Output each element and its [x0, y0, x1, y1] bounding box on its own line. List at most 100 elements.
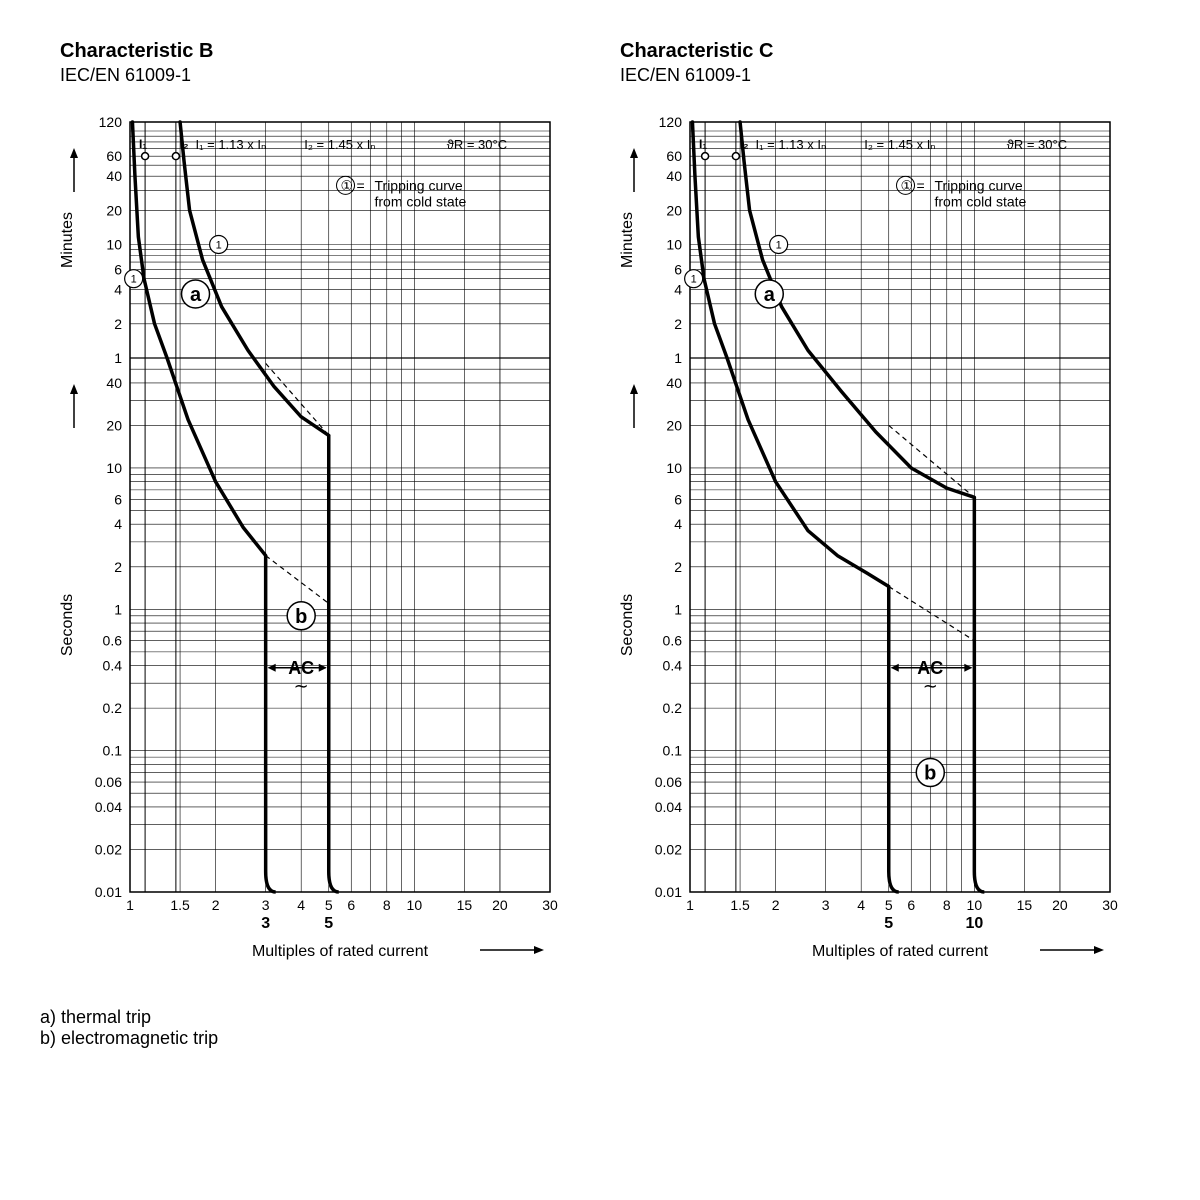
svg-text:30: 30 [542, 897, 558, 913]
svg-text:1: 1 [776, 239, 782, 251]
svg-text:0.06: 0.06 [95, 774, 122, 790]
svg-text:4: 4 [114, 516, 122, 532]
chart-b-subtitle: IEC/EN 61009-1 [60, 65, 580, 86]
svg-text:6: 6 [347, 897, 355, 913]
svg-text:20: 20 [492, 897, 508, 913]
charts-row: Characteristic B IEC/EN 61009-1 1 1.5 2 3 4 5… [40, 40, 1160, 977]
svg-text:4: 4 [857, 897, 865, 913]
svg-text:Tripping curve: Tripping curve [935, 177, 1023, 193]
svg-text:15: 15 [457, 897, 473, 913]
svg-text:0.2: 0.2 [103, 700, 123, 716]
svg-text:40: 40 [666, 168, 682, 184]
svg-text:0.04: 0.04 [95, 799, 122, 815]
svg-text:120: 120 [99, 114, 123, 130]
svg-text:①: ① [901, 177, 914, 193]
svg-text:10: 10 [106, 236, 122, 252]
svg-text:=: = [917, 177, 925, 193]
svg-text:4: 4 [297, 897, 305, 913]
svg-text:4: 4 [674, 282, 682, 298]
chart-c-subtitle: IEC/EN 61009-1 [620, 65, 1140, 86]
svg-text:b: b [295, 606, 307, 628]
svg-text:8: 8 [383, 897, 391, 913]
chart-b-title: Characteristic B [60, 40, 580, 63]
svg-text:10: 10 [106, 460, 122, 476]
svg-text:5: 5 [325, 897, 333, 913]
svg-text:from cold state: from cold state [375, 193, 467, 209]
svg-text:1: 1 [674, 350, 682, 366]
svg-text:∼: ∼ [294, 676, 309, 696]
svg-text:6: 6 [674, 262, 682, 278]
svg-text:5: 5 [884, 915, 893, 932]
svg-text:3: 3 [822, 897, 830, 913]
svg-text:1.5: 1.5 [730, 897, 750, 913]
svg-text:I₁ = 1.13 x Iₙ: I₁ = 1.13 x Iₙ [196, 137, 267, 152]
svg-text:Multiples of rated current: Multiples of rated current [252, 943, 429, 960]
svg-text:Minutes: Minutes [620, 212, 636, 268]
svg-text:5: 5 [324, 915, 333, 932]
svg-text:2: 2 [772, 897, 780, 913]
svg-text:b: b [924, 763, 936, 785]
svg-text:Minutes: Minutes [60, 212, 76, 268]
svg-text:Multiples of rated current: Multiples of rated current [812, 943, 989, 960]
svg-text:I₁: I₁ [699, 137, 707, 151]
svg-text:I₂ = 1.45 x Iₙ: I₂ = 1.45 x Iₙ [304, 137, 375, 152]
svg-text:a: a [764, 284, 776, 306]
svg-text:=: = [357, 177, 365, 193]
svg-text:30: 30 [1102, 897, 1118, 913]
svg-text:1: 1 [691, 274, 697, 286]
svg-text:1.5: 1.5 [170, 897, 190, 913]
svg-text:40: 40 [106, 168, 122, 184]
svg-text:1: 1 [686, 897, 694, 913]
svg-text:10: 10 [666, 460, 682, 476]
svg-text:0.06: 0.06 [655, 774, 682, 790]
svg-text:∼: ∼ [923, 676, 938, 696]
svg-text:20: 20 [1052, 897, 1068, 913]
svg-text:I₁ = 1.13 x Iₙ: I₁ = 1.13 x Iₙ [756, 137, 827, 152]
svg-text:0.6: 0.6 [103, 633, 123, 649]
svg-text:2: 2 [212, 897, 220, 913]
svg-text:20: 20 [666, 417, 682, 433]
svg-text:0.1: 0.1 [103, 743, 123, 759]
footer-notes: a) thermal trip b) electromagnetic trip [40, 1007, 1160, 1049]
svg-text:Seconds: Seconds [620, 594, 636, 656]
svg-text:15: 15 [1017, 897, 1033, 913]
svg-text:4: 4 [674, 516, 682, 532]
svg-text:1: 1 [131, 274, 137, 286]
svg-text:2: 2 [674, 316, 682, 332]
svg-text:0.01: 0.01 [655, 884, 682, 900]
chart-b-svg: 11.523456810152030350.010.020.040.060.10… [60, 92, 580, 972]
chart-c-svg: 11.5234568101520305100.010.020.040.060.1… [620, 92, 1140, 972]
svg-text:I₂ = 1.45 x Iₙ: I₂ = 1.45 x Iₙ [864, 137, 935, 152]
svg-text:2: 2 [114, 316, 122, 332]
svg-text:1: 1 [216, 239, 222, 251]
svg-text:10: 10 [407, 897, 423, 913]
svg-text:1: 1 [126, 897, 134, 913]
svg-text:2: 2 [114, 559, 122, 575]
svg-text:10: 10 [666, 236, 682, 252]
svg-text:0.2: 0.2 [663, 700, 683, 716]
svg-text:6: 6 [114, 262, 122, 278]
svg-text:40: 40 [106, 375, 122, 391]
footer-b: b) electromagnetic trip [40, 1028, 1160, 1049]
svg-text:4: 4 [114, 282, 122, 298]
svg-text:I₁: I₁ [139, 137, 147, 151]
svg-text:60: 60 [666, 148, 682, 164]
svg-text:1: 1 [114, 601, 122, 617]
svg-text:Tripping curve: Tripping curve [375, 177, 463, 193]
svg-text:6: 6 [674, 491, 682, 507]
svg-text:20: 20 [106, 417, 122, 433]
svg-text:20: 20 [106, 202, 122, 218]
svg-text:20: 20 [666, 202, 682, 218]
svg-text:10: 10 [965, 915, 983, 932]
svg-text:3: 3 [261, 915, 270, 932]
svg-text:1: 1 [114, 350, 122, 366]
svg-text:0.04: 0.04 [655, 799, 682, 815]
svg-text:1: 1 [674, 601, 682, 617]
svg-text:0.4: 0.4 [663, 658, 683, 674]
svg-text:5: 5 [885, 897, 893, 913]
svg-text:3: 3 [262, 897, 270, 913]
svg-text:6: 6 [907, 897, 915, 913]
svg-text:120: 120 [659, 114, 683, 130]
svg-text:0.4: 0.4 [103, 658, 123, 674]
svg-text:8: 8 [943, 897, 951, 913]
